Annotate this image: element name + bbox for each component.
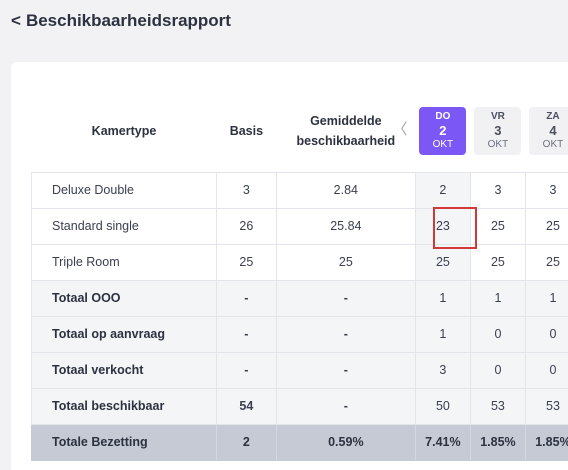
day-card-fri-3-oct[interactable]: VR 3 OKT <box>474 106 522 155</box>
table-row: Triple Room 25 25 25 25 25 <box>31 243 568 281</box>
basis-cell: 54 <box>215 387 277 425</box>
day-value-cell: 1 <box>469 279 526 317</box>
day-value-cell: 1 <box>414 279 471 317</box>
row-label: Totale Bezetting <box>31 423 217 461</box>
total-row: Totaal OOO - - 1 1 1 <box>31 279 568 317</box>
report-card: Kamertype Basis Gemiddelde beschikbaarhe… <box>11 62 568 470</box>
average-cell: - <box>275 279 416 317</box>
row-label: Totaal op aanvraag <box>31 315 217 353</box>
basis-cell: - <box>215 351 277 389</box>
average-cell: - <box>275 315 416 353</box>
day-name: ZA <box>546 110 560 122</box>
row-label: Triple Room <box>31 243 217 281</box>
column-header-room-type: Kamertype <box>91 123 157 138</box>
day-value-cell: 53 <box>469 387 526 425</box>
average-label-line1: Gemiddelde <box>310 113 382 128</box>
row-label: Standard single <box>31 207 217 245</box>
table-row: Standard single 26 25.84 23 25 25 <box>31 207 568 245</box>
day-column-header: DO 2 OKT <box>415 90 470 172</box>
average-label-line2: beschikbaarheid <box>296 133 396 148</box>
column-header-average: Gemiddelde beschikbaarheid 〈 <box>276 90 415 172</box>
basis-cell: 26 <box>215 207 277 245</box>
page-title: Beschikbaarheidsrapport <box>25 11 231 30</box>
day-column-header: VR 3 OKT <box>470 90 525 172</box>
availability-table: Kamertype Basis Gemiddelde beschikbaarhe… <box>31 90 568 461</box>
row-label: Totaal beschikbaar <box>31 387 217 425</box>
day-column-header: ZA 4 OKT <box>525 90 568 172</box>
average-cell: - <box>275 387 416 425</box>
day-card-thu-2-oct[interactable]: DO 2 OKT <box>419 106 467 155</box>
row-label: Totaal verkocht <box>31 351 217 389</box>
day-value-cell: 0 <box>469 351 526 389</box>
occupancy-row: Totale Bezetting 2 0.59% 7.41% 1.85% 1.8… <box>31 423 568 461</box>
day-name: VR <box>490 110 505 122</box>
day-card-sat-4-oct[interactable]: ZA 4 OKT <box>529 106 568 155</box>
total-row: Totaal beschikbaar 54 - 50 53 53 <box>31 387 568 425</box>
basis-cell: 3 <box>215 171 277 209</box>
day-value-cell: 1.85% <box>469 423 526 461</box>
average-cell: - <box>275 351 416 389</box>
page-header: < Beschikbaarheidsrapport <box>11 11 231 31</box>
day-value-cell[interactable]: 25 <box>469 207 526 245</box>
basis-cell: 25 <box>215 243 277 281</box>
back-button[interactable]: < <box>11 11 21 30</box>
row-label: Deluxe Double <box>31 171 217 209</box>
average-cell: 25 <box>275 243 416 281</box>
day-date: 4 <box>549 122 557 138</box>
total-row: Totaal verkocht - - 3 0 0 <box>31 351 568 389</box>
column-header-basis: Basis <box>229 123 264 138</box>
day-name: DO <box>435 110 451 122</box>
table-header-row: Kamertype Basis Gemiddelde beschikbaarhe… <box>32 90 568 172</box>
day-date: 2 <box>439 122 447 138</box>
day-value-cell[interactable]: 25 <box>524 243 568 281</box>
day-value-cell[interactable]: 2 <box>414 171 471 209</box>
day-value-cell: 50 <box>414 387 471 425</box>
average-cell: 0.59% <box>275 423 416 461</box>
day-value-cell: 1 <box>414 315 471 353</box>
row-label: Totaal OOO <box>31 279 217 317</box>
day-value-cell[interactable]: 25 <box>414 243 471 281</box>
day-value-cell[interactable]: 25 <box>469 243 526 281</box>
day-value-cell: 1 <box>524 279 568 317</box>
table-row: Deluxe Double 3 2.84 2 3 3 <box>31 171 568 209</box>
day-value-cell: 0 <box>524 351 568 389</box>
day-month: OKT <box>542 138 564 150</box>
day-date: 3 <box>494 122 502 138</box>
day-month: OKT <box>487 138 509 150</box>
day-value-cell-selected[interactable]: 23 <box>414 207 471 245</box>
day-value-cell[interactable]: 3 <box>524 171 568 209</box>
day-value-cell[interactable]: 3 <box>469 171 526 209</box>
previous-dates-chevron-icon[interactable]: 〈 <box>392 121 408 138</box>
average-cell: 25.84 <box>275 207 416 245</box>
average-cell: 2.84 <box>275 171 416 209</box>
day-value-cell: 53 <box>524 387 568 425</box>
day-value-cell: 7.41% <box>414 423 471 461</box>
basis-cell: - <box>215 279 277 317</box>
day-value-cell: 3 <box>414 351 471 389</box>
day-value-cell: 0 <box>469 315 526 353</box>
basis-cell: - <box>215 315 277 353</box>
total-row: Totaal op aanvraag - - 1 0 0 <box>31 315 568 353</box>
day-value-cell: 1.85% <box>524 423 568 461</box>
day-month: OKT <box>432 138 454 150</box>
basis-cell: 2 <box>215 423 277 461</box>
day-value-cell[interactable]: 25 <box>524 207 568 245</box>
day-value-cell: 0 <box>524 315 568 353</box>
